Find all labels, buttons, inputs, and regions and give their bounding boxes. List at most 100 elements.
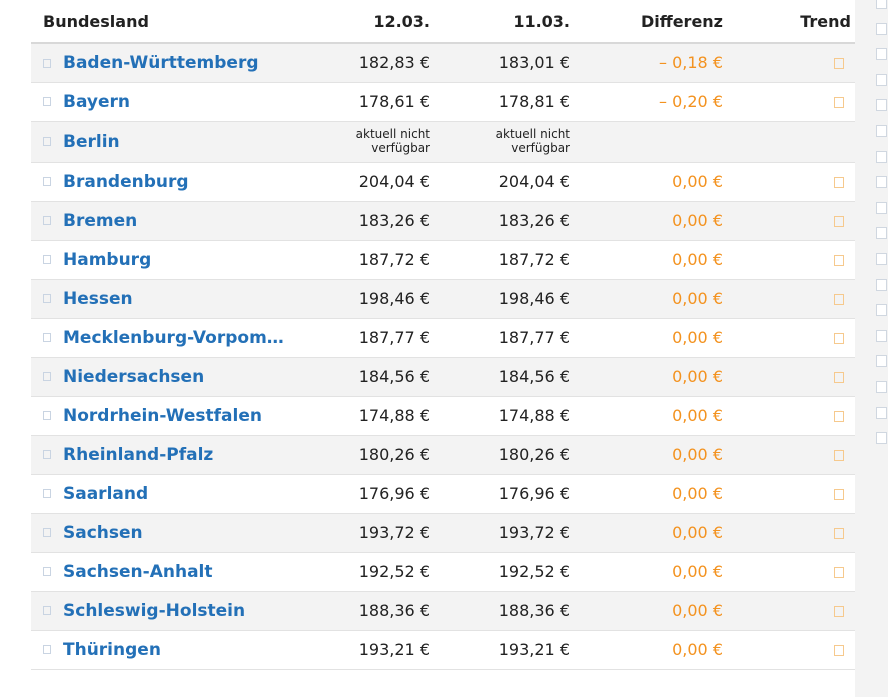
- table-row[interactable]: Hamburg 187,72 € 187,72 € 0,00 €: [31, 240, 863, 279]
- diff-cell: 0,00 €: [570, 591, 723, 630]
- table-row[interactable]: Bayern 178,61 € 178,81 € – 0,20 €: [31, 82, 863, 121]
- trend-cell: [723, 552, 863, 591]
- price-date1-cell: 187,77 €: [301, 318, 430, 357]
- state-link[interactable]: Niedersachsen: [63, 366, 205, 387]
- price-value: 183,01 €: [498, 53, 570, 73]
- state-marker-icon: [43, 58, 51, 68]
- state-link[interactable]: Brandenburg: [63, 171, 189, 192]
- price-value: 204,04 €: [358, 172, 430, 191]
- sidebar-icon[interactable]: [876, 99, 887, 112]
- sidebar-icon[interactable]: [876, 201, 887, 214]
- table-row[interactable]: Mecklenburg-Vorpomm... 187,77 € 187,77 € 0,…: [31, 318, 863, 357]
- price-date2-cell: 174,88 €: [430, 396, 570, 435]
- table-row[interactable]: Hessen 198,46 € 198,46 € 0,00 €: [31, 279, 863, 318]
- table-row[interactable]: Baden-Württemberg 182,83 € 183,01 € – 0,18 …: [31, 43, 863, 82]
- table-row[interactable]: Sachsen 193,72 € 193,72 € 0,00 €: [31, 513, 863, 552]
- sidebar-icon[interactable]: [876, 0, 887, 9]
- trend-flat-icon: [834, 294, 844, 305]
- sidebar-icon[interactable]: [876, 381, 887, 393]
- state-link[interactable]: Nordrhein-Westfalen: [63, 405, 262, 426]
- state-link[interactable]: Mecklenburg-Vorpomm...: [63, 327, 285, 348]
- table-row[interactable]: Bremen 183,26 € 183,26 € 0,00 €: [31, 201, 863, 240]
- sidebar-icon[interactable]: [876, 150, 887, 163]
- sidebar-icon[interactable]: [876, 227, 887, 240]
- trend-cell: [723, 513, 863, 552]
- sidebar-icon[interactable]: [876, 329, 887, 342]
- sidebar-icon[interactable]: [876, 176, 887, 189]
- sidebar-icon[interactable]: [876, 304, 887, 317]
- sidebar-icon[interactable]: [876, 406, 887, 419]
- table-row[interactable]: Sachsen-Anhalt 192,52 € 192,52 € 0,00 €: [31, 552, 863, 591]
- trend-flat-icon: [834, 372, 844, 383]
- state-link[interactable]: Bremen: [63, 210, 138, 231]
- table-row[interactable]: Nordrhein-Westfalen 174,88 € 174,88 € 0,00 …: [31, 396, 863, 435]
- state-link[interactable]: Berlin: [63, 131, 120, 152]
- diff-value: 0,00 €: [672, 562, 723, 581]
- header-date2[interactable]: 11.03.: [430, 0, 570, 44]
- state-link[interactable]: Sachsen: [63, 522, 143, 543]
- price-value: 187,72 €: [498, 250, 570, 269]
- diff-cell: 0,00 €: [570, 201, 723, 240]
- diff-cell: 0,00 €: [570, 474, 723, 513]
- table-row[interactable]: Berlin aktuell nicht verfügbar aktuell nic…: [31, 121, 863, 162]
- price-date1-cell: 180,26 €: [301, 435, 430, 474]
- price-value: 193,72 €: [358, 523, 430, 542]
- table-row[interactable]: Thüringen 193,21 € 193,21 € 0,00 €: [31, 630, 863, 669]
- table-header-row: Bundesland 12.03. 11.03. Differenz Trend: [31, 0, 863, 44]
- price-value: 188,36 €: [498, 601, 570, 620]
- price-date1-cell: 204,04 €: [301, 162, 430, 201]
- table-row[interactable]: Rheinland-Pfalz 180,26 € 180,26 € 0,00 €: [31, 435, 863, 474]
- price-value: 174,88 €: [358, 406, 430, 425]
- price-value: 187,77 €: [358, 328, 430, 347]
- state-link[interactable]: Schleswig-Holstein: [63, 600, 246, 621]
- price-value: 184,56 €: [358, 367, 430, 386]
- diff-value: 0,00 €: [672, 250, 723, 269]
- state-link[interactable]: Sachsen-Anhalt: [63, 561, 213, 582]
- state-marker-icon: [43, 411, 51, 421]
- state-cell: Saarland: [31, 474, 301, 513]
- header-trend[interactable]: Trend: [723, 0, 863, 44]
- state-link[interactable]: Hamburg: [63, 249, 152, 270]
- sidebar-icon[interactable]: [876, 22, 887, 35]
- price-value: 184,56 €: [498, 367, 570, 386]
- sidebar-icon[interactable]: [876, 73, 887, 86]
- state-marker-icon: [43, 97, 51, 107]
- state-link[interactable]: Rheinland-Pfalz: [63, 444, 214, 465]
- state-link[interactable]: Thüringen: [63, 639, 161, 660]
- price-date2-cell: 193,21 €: [430, 630, 570, 669]
- price-date2-cell: 183,01 €: [430, 43, 570, 82]
- price-date1-cell: 176,96 €: [301, 474, 430, 513]
- header-date1[interactable]: 12.03.: [301, 0, 430, 44]
- price-value: 193,21 €: [498, 640, 570, 659]
- sidebar-icon[interactable]: [876, 253, 887, 265]
- sidebar-icon[interactable]: [876, 125, 887, 137]
- state-link[interactable]: Bayern: [63, 91, 131, 112]
- table-row[interactable]: Niedersachsen 184,56 € 184,56 € 0,00 €: [31, 357, 863, 396]
- state-marker-icon: [43, 294, 51, 304]
- diff-cell: 0,00 €: [570, 318, 723, 357]
- table-row[interactable]: Schleswig-Holstein 188,36 € 188,36 € 0,00 €: [31, 591, 863, 630]
- diff-value: 0,00 €: [672, 601, 723, 620]
- state-link[interactable]: Hessen: [63, 288, 133, 309]
- diff-cell: [570, 121, 723, 162]
- state-link[interactable]: Baden-Württemberg: [63, 53, 259, 73]
- state-marker-icon: [43, 137, 51, 147]
- sidebar-icon[interactable]: [876, 278, 887, 291]
- price-date1-cell: 188,36 €: [301, 591, 430, 630]
- state-link[interactable]: Saarland: [63, 483, 149, 504]
- table-row[interactable]: Brandenburg 204,04 € 204,04 € 0,00 €: [31, 162, 863, 201]
- trend-cell: [723, 82, 863, 121]
- header-diff[interactable]: Differenz: [570, 0, 723, 44]
- table-row[interactable]: Saarland 176,96 € 176,96 € 0,00 €: [31, 474, 863, 513]
- state-cell: Niedersachsen: [31, 357, 301, 396]
- state-cell: Brandenburg: [31, 162, 301, 201]
- sidebar-icon[interactable]: [876, 432, 887, 445]
- price-value: 198,46 €: [358, 289, 430, 308]
- price-value: 178,61 €: [358, 92, 430, 111]
- price-date1-cell: 193,21 €: [301, 630, 430, 669]
- header-state[interactable]: Bundesland: [31, 0, 301, 44]
- sidebar-icon[interactable]: [876, 355, 887, 368]
- diff-value: 0,00 €: [672, 406, 723, 425]
- state-marker-icon: [43, 645, 51, 655]
- sidebar-icon[interactable]: [876, 48, 887, 61]
